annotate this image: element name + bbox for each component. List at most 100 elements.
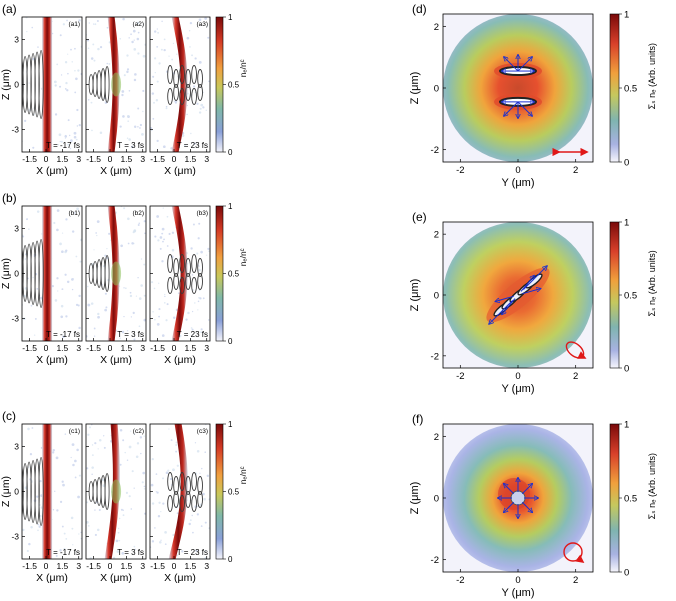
noise-speck	[27, 427, 30, 431]
noise-speck	[71, 278, 74, 281]
noise-speck	[119, 337, 121, 339]
noise-speck	[158, 282, 160, 284]
noise-speck	[128, 445, 132, 449]
noise-speck	[207, 36, 210, 39]
noise-speck	[89, 426, 91, 429]
noise-speck	[196, 513, 199, 516]
noise-speck	[67, 72, 69, 75]
noise-speck	[22, 528, 25, 532]
noise-speck	[64, 137, 67, 139]
x-axis-label: X (μm)	[164, 354, 196, 366]
x-tick-label: 0	[108, 343, 113, 353]
density-panel: (a1) T = -17 fs -1.5 0 1.5 3 X (μm) 3 0 -3	[11, 16, 83, 177]
x-tick-label: 1.5	[120, 154, 132, 164]
noise-speck	[133, 433, 136, 435]
noise-speck	[29, 453, 33, 456]
noise-speck	[52, 451, 55, 454]
noise-speck	[193, 142, 196, 145]
x-tick-label: 1.5	[56, 154, 68, 164]
noise-speck	[192, 85, 196, 88]
colorbar-tick-label: 0	[624, 364, 629, 375]
noise-speck	[73, 212, 76, 214]
noise-speck	[23, 119, 27, 123]
x-tick-label: -1.5	[150, 154, 165, 164]
noise-speck	[59, 549, 62, 552]
noise-speck	[80, 238, 82, 242]
row-2: (b) (b1) T = -17 fs -1.5 0 1.5 3 X (μm) 3 0 -3 (b2)…	[0, 191, 248, 366]
noise-speck	[61, 288, 64, 291]
noise-speck	[201, 467, 203, 470]
noise-speck	[129, 430, 132, 432]
noise-speck	[128, 495, 131, 498]
noise-speck	[131, 242, 134, 245]
field-contour	[197, 258, 203, 277]
noise-speck	[139, 127, 141, 129]
noise-speck	[166, 245, 169, 247]
x-tick-label: 1.5	[120, 343, 132, 353]
noise-speck	[63, 532, 66, 535]
density-map	[86, 424, 146, 559]
noise-speck	[157, 514, 161, 518]
noise-speck	[161, 334, 165, 337]
density-map	[443, 222, 593, 368]
noise-speck	[189, 519, 192, 522]
field-contour	[191, 65, 197, 84]
noise-speck	[97, 47, 100, 51]
noise-speck	[191, 514, 193, 517]
colorbar-tick-label: 0	[228, 555, 233, 564]
noise-speck	[91, 473, 93, 476]
noise-speck	[127, 217, 130, 221]
noise-speck	[74, 69, 76, 72]
noise-speck	[97, 315, 100, 319]
noise-speck	[106, 248, 108, 250]
noise-speck	[66, 280, 70, 284]
field-contour	[179, 254, 185, 273]
noise-speck	[137, 126, 139, 128]
noise-speck	[87, 525, 90, 527]
noise-speck	[190, 247, 193, 250]
noise-speck	[171, 58, 174, 61]
z-tick-label: -2	[431, 555, 439, 566]
noise-speck	[139, 123, 143, 127]
noise-speck	[203, 497, 206, 501]
z-tick-label: -2	[431, 351, 439, 362]
noise-speck	[96, 234, 98, 237]
noise-speck	[158, 308, 161, 311]
noise-speck	[26, 218, 28, 220]
noise-speck	[61, 480, 64, 483]
noise-speck	[80, 531, 82, 534]
noise-speck	[30, 526, 33, 529]
plasma-foil	[42, 17, 53, 152]
x-tick-label: 0	[44, 343, 49, 353]
noise-speck	[39, 296, 43, 300]
noise-speck	[194, 442, 197, 444]
time-label: T = 23 fs	[177, 330, 208, 339]
field-contour	[191, 472, 197, 491]
noise-speck	[94, 442, 97, 445]
density-panel: (b2) T = 3 fs -1.5 0 1.5 3 X (μm)	[85, 205, 147, 366]
noise-speck	[97, 448, 99, 450]
noise-speck	[65, 81, 68, 85]
noise-speck	[65, 218, 68, 221]
time-label: T = -17 fs	[46, 330, 80, 339]
noise-speck	[56, 63, 59, 66]
colorbar-tick-label: 1	[624, 218, 629, 229]
hole-density	[111, 72, 122, 97]
field-contour	[197, 476, 203, 495]
noise-speck	[197, 237, 200, 240]
noise-speck	[122, 514, 125, 517]
x-tick-label: 1.5	[56, 561, 68, 571]
noise-speck	[137, 52, 140, 55]
noise-speck	[75, 23, 78, 26]
row-1: (a) (a1) T = -17 fs -1.5 0 1.5 3 X (μm) 3 0 -3 (a2)…	[0, 2, 248, 177]
noise-speck	[136, 21, 140, 25]
field-contour	[185, 69, 191, 88]
noise-speck	[59, 500, 63, 503]
noise-speck	[171, 248, 175, 252]
noise-speck	[116, 550, 120, 553]
noise-speck	[204, 521, 207, 524]
noise-speck	[78, 533, 80, 535]
expansion-arrow	[523, 266, 546, 290]
expansion-arrow	[504, 101, 519, 116]
noise-speck	[200, 525, 203, 528]
